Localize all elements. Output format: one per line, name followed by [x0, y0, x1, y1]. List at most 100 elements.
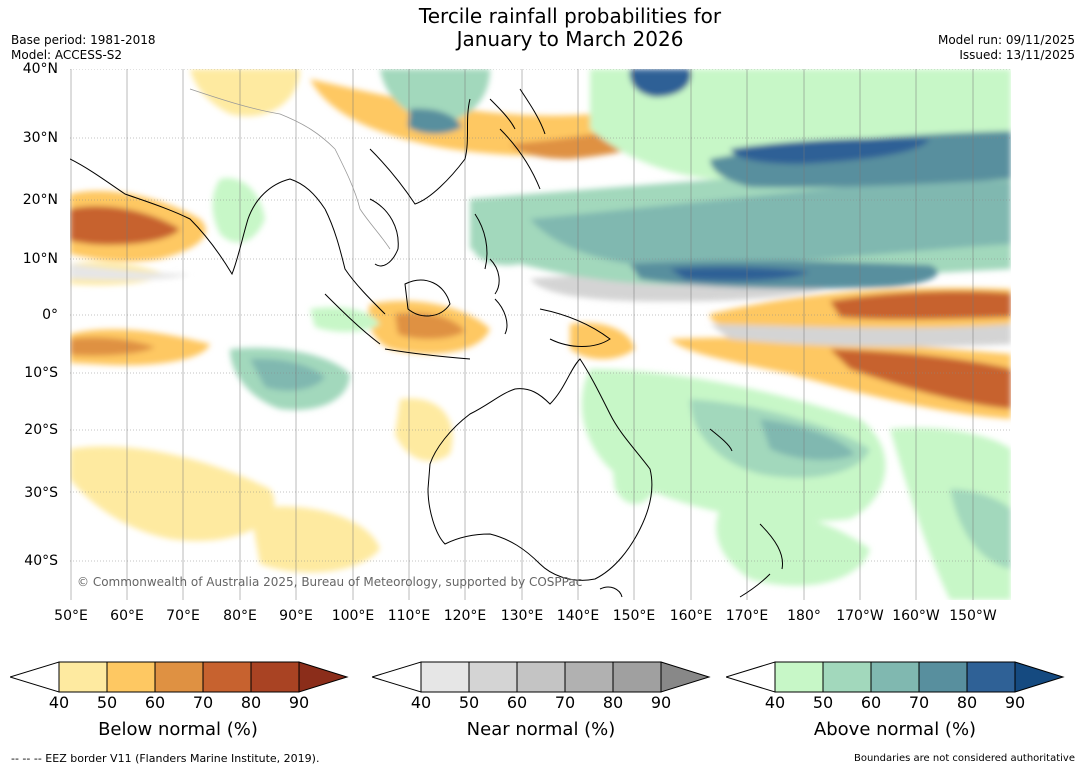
coast-sulawesi: [494, 298, 508, 335]
below-australia-west: [395, 398, 453, 462]
meridians: [70, 69, 974, 600]
boundary-disclaimer: Boundaries are not considered authoritat…: [853, 753, 1075, 764]
coast-philippines: [474, 213, 500, 295]
coast-china: [369, 98, 471, 205]
cb-below-seg-6: [298, 661, 349, 693]
cb-above-tick-70: 70: [908, 693, 930, 712]
lon-label-70e: 70°E: [166, 608, 200, 624]
lon-label-60e: 60°E: [110, 608, 144, 624]
lat-label-40n: 40°N: [22, 61, 58, 77]
borders: [189, 88, 391, 250]
lon-label-170w: 170°W: [836, 608, 884, 624]
lat-label-10s: 10°S: [24, 365, 58, 381]
cb-near-tick-70: 70: [554, 693, 576, 712]
issued-date: Issued: 13/11/2025: [959, 48, 1075, 62]
coast-sumatra: [324, 293, 381, 345]
lat-label-20n: 20°N: [22, 192, 58, 208]
cb-above-seg-5: [966, 661, 1016, 693]
coast-korea-japan: [489, 88, 546, 135]
coast-tasmania: [599, 586, 623, 598]
below-south-io: [70, 446, 275, 541]
cb-near-seg-1: [420, 661, 470, 693]
cb-below-seg-5: [250, 661, 300, 693]
near-eq-band-2: [710, 324, 1011, 347]
above-core-dark-2: [670, 266, 810, 281]
lat-label-20s: 20°S: [24, 422, 58, 438]
cb-above-tick-90: 90: [1004, 693, 1026, 712]
cb-near-tick-60: 60: [506, 693, 528, 712]
lon-label-130e: 130°E: [500, 608, 544, 624]
lon-label-90e: 90°E: [279, 608, 313, 624]
cb-above-seg-0: [726, 661, 776, 693]
copyright-notice: © Commonwealth of Australia 2025, Bureau…: [77, 575, 582, 589]
above-core-dark: [730, 138, 930, 164]
colorbar-above: [726, 661, 1065, 693]
base-period: Base period: 1981-2018: [11, 33, 156, 47]
coast-borneo: [404, 279, 451, 317]
lat-label-0: 0°: [42, 307, 58, 323]
probability-map[interactable]: © Commonwealth of Australia 2025, Bureau…: [70, 69, 1011, 600]
cb-above-seg-1: [774, 661, 824, 693]
below-sp-core: [830, 349, 1011, 409]
coast-indochina: [369, 198, 399, 267]
probability-shading: [70, 69, 1011, 600]
coast-arabia-india: [70, 158, 326, 276]
cb-near-seg-4: [564, 661, 614, 693]
cb-above-seg-2: [822, 661, 872, 693]
cb-below-tick-40: 40: [48, 693, 70, 712]
below-south-io-2: [250, 506, 380, 573]
cb-above-tick-40: 40: [764, 693, 786, 712]
cb-above-seg-4: [918, 661, 968, 693]
below-arabian-core: [70, 206, 180, 245]
above-south-pacific-east-2: [950, 489, 1011, 569]
above-south-pacific-east: [890, 427, 1011, 600]
cb-below-tick-70: 70: [192, 693, 214, 712]
lat-label-40s: 40°S: [24, 553, 58, 569]
above-bengal: [310, 307, 380, 332]
coast-java: [384, 348, 471, 360]
cb-above-tick-50: 50: [812, 693, 834, 712]
cb-above-label: Above normal (%): [813, 719, 977, 740]
border-se-asia: [334, 148, 391, 250]
above-normal-areas: [212, 69, 1011, 600]
cb-below-seg-0: [10, 661, 60, 693]
above-nw-pacific-top: [629, 69, 691, 97]
cb-above-tick-60: 60: [860, 693, 882, 712]
above-tropical-mid: [530, 180, 1011, 269]
border-india-china: [189, 88, 336, 150]
cb-near-label: Near normal (%): [466, 719, 616, 740]
coast-new-caledonia: [709, 428, 733, 452]
cb-near-seg-2: [468, 661, 518, 693]
above-india: [212, 178, 265, 243]
lon-label-80e: 80°E: [223, 608, 257, 624]
cb-below-tick-80: 80: [240, 693, 262, 712]
lat-label-30s: 30°S: [24, 485, 58, 501]
cb-near-tick-90: 90: [650, 693, 672, 712]
below-west-io-core: [70, 337, 155, 356]
below-png: [570, 322, 635, 360]
cb-above-seg-6: [1014, 661, 1065, 693]
above-australia-east: [610, 448, 655, 504]
coast-png: [539, 308, 611, 347]
cb-below-label: Below normal (%): [98, 719, 258, 740]
colorbar-near: [372, 661, 711, 693]
lon-label-100e: 100°E: [331, 608, 375, 624]
cb-below-seg-2: [106, 661, 156, 693]
lon-label-110e: 110°E: [387, 608, 431, 624]
above-io-central-core: [250, 358, 325, 391]
cb-near-tick-40: 40: [410, 693, 432, 712]
coast-burma-malay: [324, 208, 386, 315]
cb-below-tick-60: 60: [144, 693, 166, 712]
above-sw-core: [760, 419, 855, 461]
coast-japan-main: [499, 128, 541, 190]
eez-note: -- -- -- EEZ border V11 (Flanders Marine…: [11, 752, 320, 765]
lon-label-50e: 50°E: [54, 608, 88, 624]
cb-near-seg-5: [612, 661, 662, 693]
cb-below-seg-4: [202, 661, 252, 693]
cb-above-tick-80: 80: [956, 693, 978, 712]
below-maritime-core: [395, 312, 465, 339]
lat-label-30n: 30°N: [22, 130, 58, 146]
near-io-west: [70, 264, 190, 281]
cb-near-seg-0: [372, 661, 422, 693]
cb-above-seg-3: [870, 661, 920, 693]
